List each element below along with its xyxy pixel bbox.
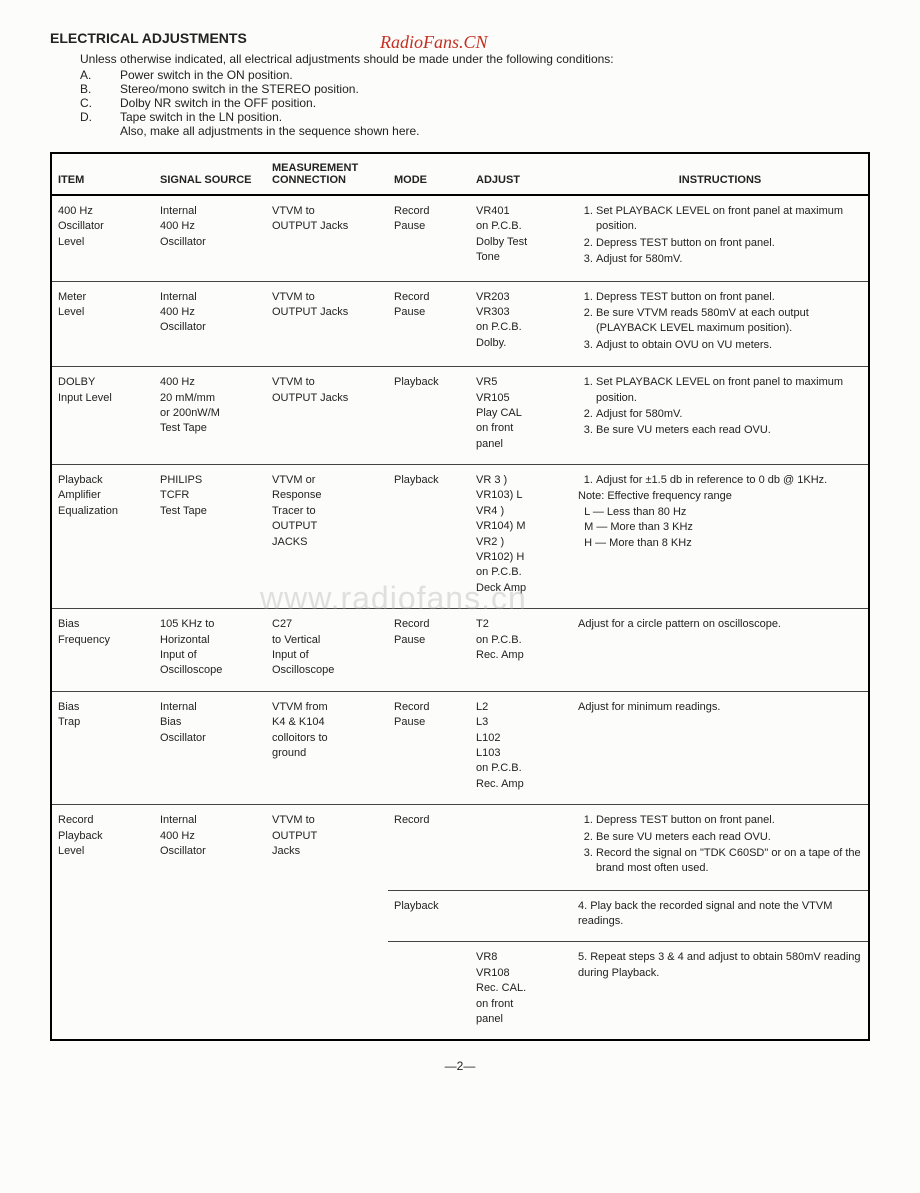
cell-adjust: VR5VR105Play CALon frontpanel bbox=[470, 367, 572, 465]
cell-conn: VTVM toOUTPUTJacks bbox=[266, 805, 388, 891]
cell-item: RecordPlaybackLevel bbox=[51, 805, 154, 891]
table-row: PlaybackAmplifierEqualizationPHILIPSTCFR… bbox=[51, 465, 869, 609]
cell-adjust: VR203VR303on P.C.B.Dolby. bbox=[470, 281, 572, 367]
table-row: BiasTrapInternalBiasOscillatorVTVM fromK… bbox=[51, 691, 869, 804]
cell-instr: Adjust for ±1.5 db in reference to 0 db … bbox=[572, 465, 869, 609]
cell-item: BiasFrequency bbox=[51, 609, 154, 692]
cell-source: InternalBiasOscillator bbox=[154, 691, 266, 804]
col-item: ITEM bbox=[51, 153, 154, 195]
table-row: DOLBYInput Level400 Hz20 mM/mmor 200nW/M… bbox=[51, 367, 869, 465]
cell-source: 105 KHz toHorizontalInput ofOscilloscope bbox=[154, 609, 266, 692]
condition-item: D.Tape switch in the LN position. bbox=[80, 110, 870, 124]
cell-source: 400 Hz20 mM/mmor 200nW/MTest Tape bbox=[154, 367, 266, 465]
cell-adjust: L2L3L102L103on P.C.B.Rec. Amp bbox=[470, 691, 572, 804]
cell-source: Internal400 HzOscillator bbox=[154, 805, 266, 891]
cell-instr: Set PLAYBACK LEVEL on front panel at max… bbox=[572, 195, 869, 281]
table-header-row: ITEM SIGNAL SOURCE MEASUREMENT CONNECTIO… bbox=[51, 153, 869, 195]
cell-source: PHILIPSTCFRTest Tape bbox=[154, 465, 266, 609]
cell-instr: 4. Play back the recorded signal and not… bbox=[572, 890, 869, 942]
col-source: SIGNAL SOURCE bbox=[154, 153, 266, 195]
cell-mode: Record bbox=[388, 805, 470, 891]
table-row: RecordPlaybackLevelInternal400 HzOscilla… bbox=[51, 805, 869, 891]
table-row: VR8VR108Rec. CAL.on frontpanel5. Repeat … bbox=[51, 942, 869, 1040]
also-note: Also, make all adjustments in the sequen… bbox=[80, 124, 870, 138]
cell-conn: C27to VerticalInput ofOscilloscope bbox=[266, 609, 388, 692]
condition-item: B.Stereo/mono switch in the STEREO posit… bbox=[80, 82, 870, 96]
cell-item: 400 HzOscillatorLevel bbox=[51, 195, 154, 281]
cell-mode: Playback bbox=[388, 367, 470, 465]
cell-mode: RecordPause bbox=[388, 195, 470, 281]
cell-mode: RecordPause bbox=[388, 691, 470, 804]
col-adjust: ADJUST bbox=[470, 153, 572, 195]
cell-mode: RecordPause bbox=[388, 281, 470, 367]
col-conn: MEASUREMENT CONNECTION bbox=[266, 153, 388, 195]
cell-mode: RecordPause bbox=[388, 609, 470, 692]
cell-adjust: VR 3 )VR103) LVR4 )VR104) MVR2 )VR102) H… bbox=[470, 465, 572, 609]
cell-adjust bbox=[470, 805, 572, 891]
watermark-top: RadioFans.CN bbox=[380, 32, 488, 53]
cell-conn: VTVM fromK4 & K104colloitors toground bbox=[266, 691, 388, 804]
cell-item: DOLBYInput Level bbox=[51, 367, 154, 465]
condition-item: C.Dolby NR switch in the OFF position. bbox=[80, 96, 870, 110]
cell-instr: Adjust for minimum readings. bbox=[572, 691, 869, 804]
table-row: BiasFrequency105 KHz toHorizontalInput o… bbox=[51, 609, 869, 692]
cell-adjust: VR401on P.C.B.Dolby TestTone bbox=[470, 195, 572, 281]
page-number: —2— bbox=[50, 1059, 870, 1073]
table-row: Playback 4. Play back the recorded signal… bbox=[51, 890, 869, 942]
cell-item: MeterLevel bbox=[51, 281, 154, 367]
cell-instr: Depress TEST button on front panel.Be su… bbox=[572, 805, 869, 891]
cell-conn: VTVM toOUTPUT Jacks bbox=[266, 367, 388, 465]
cell-mode: Playback bbox=[388, 465, 470, 609]
cell-instr: Adjust for a circle pattern on oscillosc… bbox=[572, 609, 869, 692]
adjustments-table: ITEM SIGNAL SOURCE MEASUREMENT CONNECTIO… bbox=[50, 152, 870, 1041]
cell-instr: Set PLAYBACK LEVEL on front panel to max… bbox=[572, 367, 869, 465]
cell-conn: VTVM toOUTPUT Jacks bbox=[266, 281, 388, 367]
col-mode: MODE bbox=[388, 153, 470, 195]
cell-adjust: T2on P.C.B.Rec. Amp bbox=[470, 609, 572, 692]
table-row: 400 HzOscillatorLevelInternal400 HzOscil… bbox=[51, 195, 869, 281]
cell-conn: VTVM orResponseTracer toOUTPUTJACKS bbox=[266, 465, 388, 609]
cell-item: BiasTrap bbox=[51, 691, 154, 804]
cell-mode: Playback bbox=[388, 890, 470, 942]
table-row: MeterLevelInternal400 HzOscillatorVTVM t… bbox=[51, 281, 869, 367]
cell-source: Internal400 HzOscillator bbox=[154, 281, 266, 367]
col-instructions: INSTRUCTIONS bbox=[572, 153, 869, 195]
cell-instr: Depress TEST button on front panel.Be su… bbox=[572, 281, 869, 367]
condition-item: A.Power switch in the ON position. bbox=[80, 68, 870, 82]
cell-source: Internal400 HzOscillator bbox=[154, 195, 266, 281]
cell-item: PlaybackAmplifierEqualization bbox=[51, 465, 154, 609]
cell-instr: 5. Repeat steps 3 & 4 and adjust to obta… bbox=[572, 942, 869, 1040]
cell-conn: VTVM toOUTPUT Jacks bbox=[266, 195, 388, 281]
cell-adjust: VR8VR108Rec. CAL.on frontpanel bbox=[470, 942, 572, 1040]
